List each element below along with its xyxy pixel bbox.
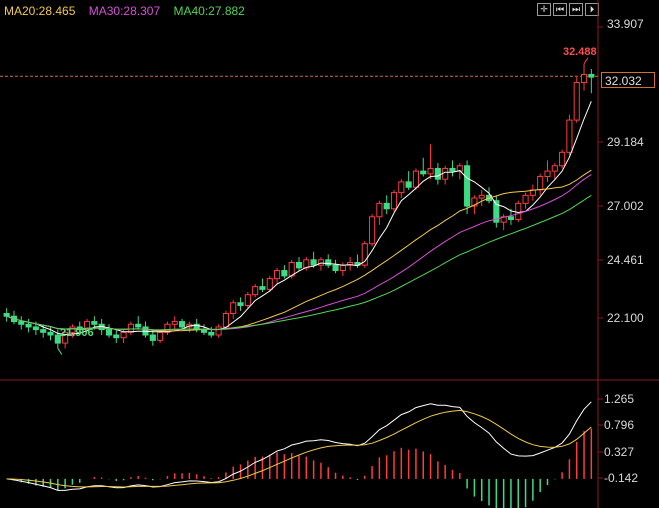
candle-down xyxy=(295,261,303,269)
candle-down xyxy=(208,331,215,336)
candle-up xyxy=(376,202,383,218)
candle-up xyxy=(427,167,434,175)
candle-down xyxy=(325,259,332,266)
candle-up xyxy=(580,73,588,83)
candle-down xyxy=(32,326,39,331)
macd-dea-line xyxy=(6,409,592,488)
candle-up xyxy=(369,216,376,245)
current-price-tag: 32.032 xyxy=(601,72,655,88)
candle-down xyxy=(405,181,412,188)
candle-down xyxy=(588,73,595,78)
min-price-label: 21.906 xyxy=(60,327,94,339)
candle-up xyxy=(266,278,273,290)
candle-down xyxy=(91,321,98,325)
candle-up xyxy=(62,331,69,344)
candle-down xyxy=(113,334,120,339)
ma30-legend-label: MA30:28.307 xyxy=(88,4,161,18)
ma-legend: MA20:28.465 MA30:28.307 MA40:27.882 xyxy=(4,4,255,18)
candle-down xyxy=(310,259,317,266)
candle-up xyxy=(551,165,558,172)
candle-down xyxy=(25,323,32,328)
candle-down xyxy=(179,321,186,328)
candle-up xyxy=(317,259,324,266)
candle-up xyxy=(471,197,478,207)
crosshair-icon[interactable]: ✛ xyxy=(537,3,551,16)
candle-down xyxy=(18,321,25,325)
step-back-icon[interactable]: ⏮ xyxy=(553,3,567,16)
candle-down xyxy=(449,167,456,172)
candle-up xyxy=(120,331,127,339)
candle-up xyxy=(127,323,134,333)
macd-axis-label: 0.327 xyxy=(604,445,635,459)
candle-down xyxy=(332,264,339,272)
candle-down xyxy=(135,323,142,328)
candle-up xyxy=(566,119,573,153)
candle-up xyxy=(478,194,485,199)
candle-up xyxy=(171,321,178,325)
candle-down xyxy=(259,286,266,290)
ma5-line xyxy=(6,101,592,336)
candle-up xyxy=(537,176,544,191)
candle-up xyxy=(164,323,171,333)
candle-down xyxy=(281,270,288,277)
ma20-line xyxy=(6,169,592,332)
candle-up xyxy=(347,261,354,266)
price-axis-label: 27.002 xyxy=(607,199,644,213)
candle-up xyxy=(559,151,566,167)
price-axis-label: 33.907 xyxy=(607,17,644,31)
macd-axis-label: -0.142 xyxy=(604,471,639,485)
candle-up xyxy=(157,331,164,341)
candle-up xyxy=(69,326,76,333)
candle-down xyxy=(105,329,113,336)
candle-down xyxy=(493,200,500,223)
candle-down xyxy=(47,331,54,336)
candle-down xyxy=(149,334,156,341)
chart-toolbar: ✛ ⏮ ⏭ ⏵ xyxy=(537,3,599,16)
price-axis-label: 22.100 xyxy=(607,311,644,325)
candle-up xyxy=(215,326,222,336)
macd-axis-label: 0.796 xyxy=(604,418,635,432)
candle-up xyxy=(398,181,405,194)
candle-down xyxy=(434,167,441,180)
ma40-legend-label: MA40:27.882 xyxy=(173,4,245,18)
macd-axis-label: 1.265 xyxy=(604,392,635,406)
candle-up xyxy=(244,294,251,306)
candle-up xyxy=(390,192,398,210)
candle-up xyxy=(339,264,346,272)
candle-down xyxy=(200,329,208,333)
candle-up xyxy=(230,302,237,315)
min-price-marker xyxy=(57,348,63,355)
price-axis-label: 29.184 xyxy=(607,135,644,149)
ma30-line xyxy=(6,174,592,331)
candle-up xyxy=(412,170,419,188)
ma20-legend-label: MA20:28.465 xyxy=(4,4,76,18)
max-price-marker xyxy=(583,57,589,64)
candle-down xyxy=(420,170,427,175)
candle-down xyxy=(40,329,47,333)
candle-down xyxy=(383,202,390,210)
max-price-label: 32.488 xyxy=(563,46,597,58)
step-forward-icon[interactable]: ⏭ xyxy=(569,3,583,16)
candle-up xyxy=(222,313,229,328)
candle-up xyxy=(544,170,551,178)
candle-up xyxy=(83,321,91,331)
candle-up xyxy=(252,286,259,296)
candle-up xyxy=(274,270,281,280)
candle-down xyxy=(507,216,515,220)
candle-down xyxy=(464,165,471,207)
candle-down xyxy=(3,313,10,317)
candle-down xyxy=(54,334,61,344)
price-axis-label: 24.461 xyxy=(607,253,644,267)
ma40-line xyxy=(6,194,592,331)
candle-up xyxy=(442,167,449,180)
candle-down xyxy=(237,302,244,306)
candle-up xyxy=(522,194,529,204)
candle-up xyxy=(573,81,580,121)
candle-up xyxy=(361,243,368,266)
candle-up xyxy=(515,202,522,220)
